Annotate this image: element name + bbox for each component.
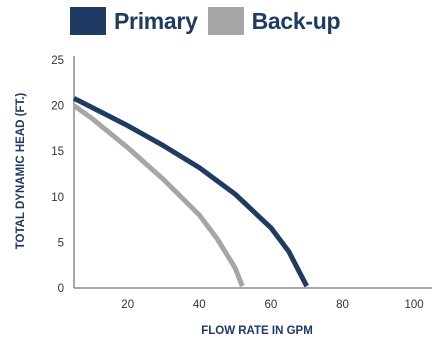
y-tick-label: 5	[58, 237, 64, 249]
y-tick-labels: 0 5 10 15 20 25	[51, 55, 64, 295]
y-tick-label: 0	[58, 283, 64, 295]
series-line-back-up	[72, 103, 245, 288]
y-tick-label: 15	[51, 146, 64, 158]
chart-axes	[73, 56, 432, 289]
series-line-primary	[72, 96, 309, 288]
legend-swatch-primary	[70, 7, 106, 35]
x-tick-label: 60	[265, 299, 278, 311]
x-tick-label: 20	[121, 299, 134, 311]
x-tick-labels: 20 40 60 80 100	[121, 299, 423, 311]
x-tick-label: 40	[193, 299, 206, 311]
legend-item-primary: Primary	[70, 7, 198, 35]
x-axis-title: FLOW RATE IN GPM	[201, 325, 313, 337]
legend-swatch-backup	[207, 7, 244, 35]
chart-legend: Primary Back-up	[70, 4, 350, 38]
x-tick-label: 100	[405, 299, 424, 311]
series-lines	[72, 96, 309, 288]
legend-item-backup: Back-up	[207, 7, 341, 35]
x-tick-label: 80	[336, 299, 349, 311]
legend-label-primary: Primary	[114, 7, 198, 34]
y-tick-label: 10	[51, 192, 64, 204]
y-tick-label: 20	[51, 101, 64, 113]
y-tick-label: 25	[51, 55, 64, 67]
y-axis-title: TOTAL DYNAMIC HEAD (FT.)	[15, 93, 27, 250]
legend-label-backup: Back-up	[251, 7, 341, 34]
